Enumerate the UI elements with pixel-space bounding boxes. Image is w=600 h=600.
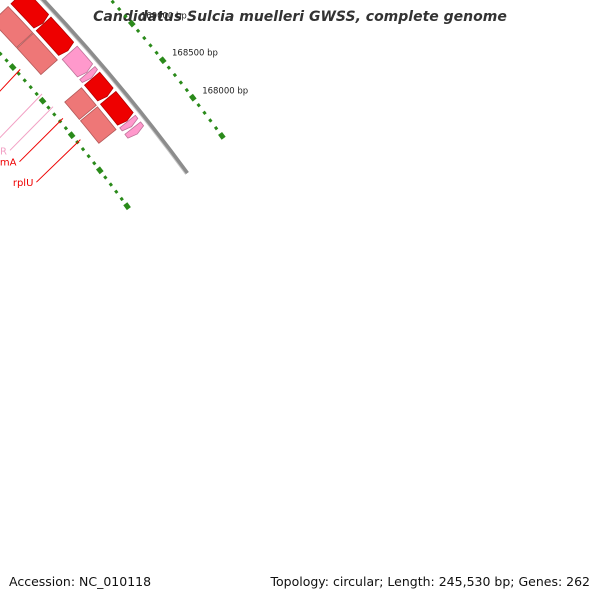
feature-8-feature-arrow — [119, 114, 139, 132]
position-label: 169000 bp — [141, 12, 187, 22]
outer-tick-ring-tick — [218, 131, 226, 140]
outer-tick-ring-tick — [110, 0, 115, 5]
rpsf-gene-box — [16, 32, 58, 76]
inner-tick-ring-tick — [52, 112, 57, 117]
outer-tick-ring-tick — [154, 50, 159, 56]
inner-tick-ring-tick — [28, 84, 33, 90]
inner-tick-ring-tick — [63, 126, 69, 131]
inner-tick-ring-tick — [8, 63, 17, 71]
outer-tick-ring-tick — [127, 19, 136, 28]
inner-tick-ring-tick — [103, 175, 108, 180]
outer-tick-ring-tick — [188, 93, 197, 102]
rplu-gene-box — [79, 106, 117, 144]
rplu-cds-arrow — [99, 90, 134, 126]
trnr-leader-line — [9, 106, 54, 151]
rpsr-gene-box — [0, 5, 34, 49]
inner-tick-ring-tick — [38, 96, 47, 105]
ssra-feature-arrow — [61, 45, 94, 78]
position-label: 168500 bp — [172, 49, 218, 59]
inner-tick-ring-tick — [16, 71, 21, 76]
trnr-label: trnR — [0, 146, 7, 157]
inner-tick-ring-tick — [4, 58, 9, 63]
map-title: Candidatus Sulcia muelleri GWSS, complet… — [93, 9, 507, 25]
inner-tick-ring-tick — [22, 78, 27, 83]
outer-tick-ring-tick — [158, 56, 167, 65]
rplu-label: rplU — [13, 178, 34, 189]
outer-tick-ring-tick — [196, 103, 201, 108]
inner-tick-ring-tick — [92, 161, 97, 166]
accession-text: Accession: NC_010118 — [9, 574, 152, 589]
outer-tick-ring-tick — [148, 43, 153, 48]
rpsf-leader-line — [0, 69, 21, 92]
trnr-feature-arrow — [79, 65, 98, 83]
inner-tick-ring-tick — [80, 146, 86, 152]
outer-tick-ring-tick — [135, 28, 141, 34]
outer-tick-ring-tick — [213, 125, 219, 131]
rplu-leader-line — [36, 139, 81, 183]
rpma-leader-line — [19, 118, 64, 163]
rpma-label: rpmA — [0, 158, 17, 169]
outer-tick-ring-tick — [184, 87, 190, 93]
inner-tick-ring-tick — [86, 154, 91, 159]
rpsf-cds-arrow — [35, 16, 75, 56]
genome-backbone — [40, 0, 189, 175]
inner-tick-ring-tick — [114, 189, 119, 194]
inner-tick-ring-tick — [123, 202, 131, 211]
rpma-gene-box — [64, 87, 97, 120]
inner-tick-ring-tick — [95, 166, 104, 175]
inner-tick-ring-tick — [46, 105, 51, 110]
rpsr-cds-arrow — [10, 0, 50, 29]
outer-tick-ring-tick — [142, 35, 147, 41]
outer-tick-ring-tick — [123, 14, 128, 19]
outer-tick-ring-tick — [116, 6, 122, 12]
inner-tick-ring-tick — [0, 51, 3, 56]
outer-tick-ring-tick — [202, 110, 207, 116]
feature-9-feature-arrow — [124, 121, 145, 139]
inner-tick-ring-tick — [108, 182, 113, 187]
outer-tick-ring-tick — [172, 72, 178, 78]
outer-tick-ring-tick — [166, 65, 171, 70]
topology-summary: Topology: circular; Length: 245,530 bp; … — [270, 574, 591, 589]
inner-tick-ring-tick — [34, 91, 39, 97]
inner-tick-ring-tick — [119, 196, 124, 202]
inner-tick-ring-tick — [67, 131, 76, 140]
position-label: 168000 bp — [202, 86, 248, 96]
outer-tick-ring-tick — [178, 80, 184, 85]
ssra-leader-line — [0, 93, 43, 139]
outer-tick-ring-tick — [208, 118, 213, 123]
genome-backbone-highlight — [39, 0, 187, 175]
rpma-cds-arrow — [83, 71, 114, 102]
